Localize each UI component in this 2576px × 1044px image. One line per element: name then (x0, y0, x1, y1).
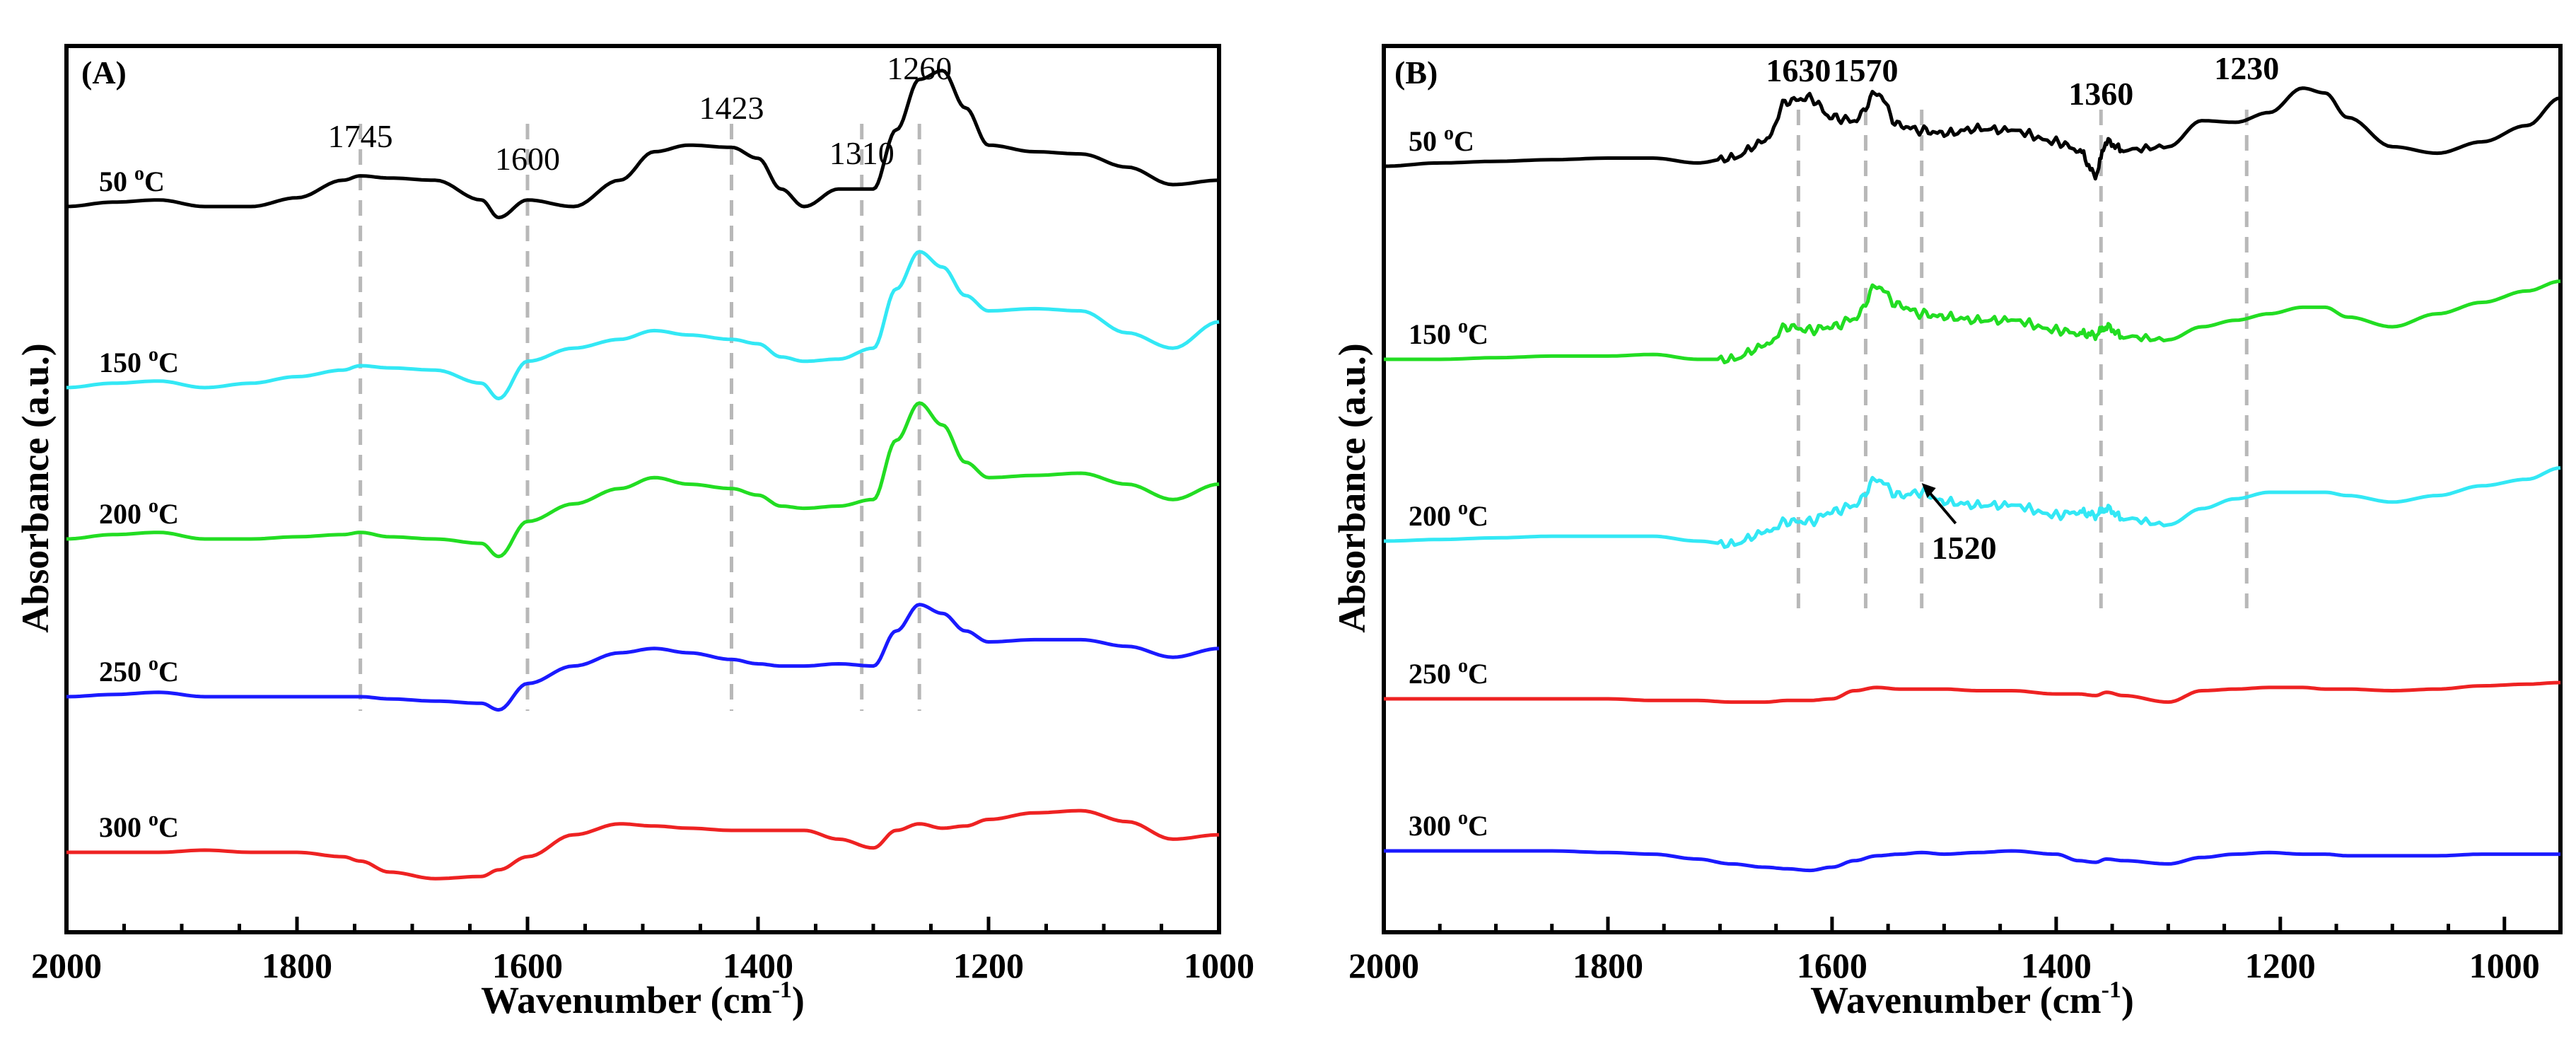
series-curve (66, 69, 1220, 219)
panel-a-label: (A) (81, 54, 127, 91)
panel-b-y-axis-label: Absorbance (a.u.) (1331, 343, 1373, 633)
x-tick-label: 2000 (31, 946, 102, 985)
peak-label: 1260 (887, 50, 952, 86)
x-tick-label: 1800 (1573, 946, 1643, 985)
series-label: 50 oC (99, 163, 165, 197)
panel-a: (A) Absorbance (a.u.) Wavenumber (cm-1) … (14, 44, 1254, 1021)
series-curve (1384, 849, 2560, 873)
peak-label: 1570 (1833, 52, 1898, 88)
panel-b-peak-labels: 1630 1570 1360 1230 (1766, 50, 2279, 112)
panel-b-annotation: 1520 (1921, 483, 1997, 566)
panel-a-x-axis-label: Wavenumber (cm-1) (481, 977, 805, 1021)
series-curve (66, 250, 1220, 400)
peak-label: 1230 (2214, 50, 2279, 86)
peak-label: 1423 (699, 90, 764, 126)
series-curve (1383, 466, 2561, 550)
series-label: 150 oC (1409, 315, 1488, 350)
peak-label: 1630 (1766, 52, 1831, 88)
x-tick-label: 1400 (723, 946, 793, 985)
x-tick-label: 1200 (953, 946, 1024, 985)
panel-b-series-labels: 50 oC 150 oC 200 oC 250 oC 300 oC (1409, 122, 1488, 842)
series-curve (66, 401, 1220, 559)
peak-label: 1360 (2068, 76, 2133, 112)
x-tick-label: 1200 (2245, 946, 2316, 985)
peak-label: 1310 (829, 135, 894, 171)
series-curve (1383, 86, 2561, 181)
series-label: 200 oC (99, 495, 179, 530)
panel-a-curves (66, 69, 1220, 881)
series-label: 300 oC (99, 808, 179, 843)
panel-b: (B) Absorbance (a.u.) Wavenumber (cm-1) … (1331, 44, 2563, 1021)
panel-a-plot-frame (64, 44, 1221, 934)
series-label: 300 oC (1409, 807, 1488, 842)
series-label: 250 oC (1409, 655, 1488, 690)
series-label: 200 oC (1409, 497, 1488, 532)
series-label: 50 oC (1409, 122, 1474, 157)
panel-b-x-axis-label: Wavenumber (cm-1) (1810, 977, 2134, 1021)
panel-b-peak-lines (1796, 110, 2249, 608)
x-tick-label: 1000 (1184, 946, 1254, 985)
series-curve (1384, 680, 2561, 704)
x-tick-label: 1000 (2469, 946, 2540, 985)
panel-b-curves (1383, 86, 2561, 873)
panel-a-x-ticks: 2000 1800 1600 1400 1200 1000 (31, 917, 1254, 985)
annotation-arrowhead (1921, 483, 1936, 498)
panel-b-x-ticks: 2000 1800 1600 1400 1200 1000 (1348, 917, 2563, 985)
x-tick-label: 2000 (1348, 946, 1419, 985)
x-tick-label: 1800 (262, 946, 332, 985)
panel-a-peak-labels: 1745 1600 1423 1310 1260 (328, 50, 952, 177)
peak-label: 1745 (328, 118, 393, 154)
x-tick-label: 1400 (2021, 946, 2092, 985)
panel-b-label: (B) (1394, 54, 1438, 91)
panel-b-plot-frame (1382, 44, 2563, 934)
peak-label: 1600 (495, 141, 560, 177)
panel-a-series-labels: 50 oC 150 oC 200 oC 250 oC 300 oC (99, 163, 179, 843)
annotation-label: 1520 (1932, 530, 1997, 566)
series-curve (66, 808, 1220, 881)
series-curve (66, 603, 1220, 712)
series-label: 150 oC (99, 344, 179, 378)
series-label: 250 oC (99, 653, 179, 688)
panel-a-y-axis-label: Absorbance (a.u.) (14, 343, 57, 633)
x-tick-label: 1600 (492, 946, 563, 985)
panel-a-peak-lines (359, 124, 921, 711)
x-tick-label: 1600 (1797, 946, 1867, 985)
series-curve (1384, 279, 2561, 364)
